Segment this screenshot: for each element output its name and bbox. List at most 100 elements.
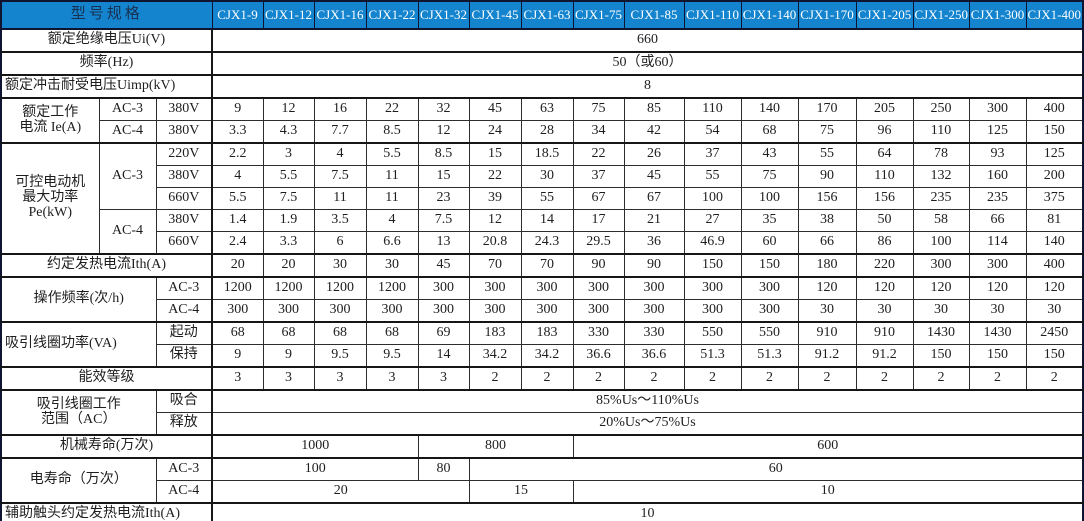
sub-label-cell: 660V [155,187,213,210]
value-cell: 15 [417,165,470,188]
value-cell: 36.6 [623,344,685,368]
value-cell: 2 [468,366,522,391]
value-cell: 300 [417,276,470,300]
spec-row-motor-max-power-ac4-380v: AC-4 380V 1.4 1.9 3.5 4 7.5 12 14 17 21 27 35 38 50 58 6… [1,209,1084,255]
value-cell: 30 [1025,299,1084,323]
value-cell: 300 [468,299,522,323]
value-cell: 2 [683,366,742,391]
row-label-cell: 可控电动机 最大功率 Pe(kW) [0,142,100,255]
value-cell: 55 [683,165,742,188]
sub-label-cell: AC-3 [155,457,213,481]
sub-label-cell: AC-3 [155,276,213,300]
value-cell: 5.5 [262,165,315,188]
sub-label-cell: 380V [155,209,213,232]
row-label-cell: 额定绝缘电压Ui(V) [0,28,213,53]
value-cell: 2 [740,366,799,391]
value-cell: 1200 [211,276,264,300]
value-cell: 2 [1025,366,1084,391]
value-cell: 16 [313,97,367,121]
value-cell: 3.3 [262,231,315,255]
sub-label-cell: AC-4 [155,299,213,323]
spec-table-header: 型号规格 CJX1-9 CJX1-12 CJX1-16 CJX1-22 CJX1-32 CJ… [0,0,1084,30]
row-label-cell: 操作频率(次/h) [0,276,157,323]
spec-row-operating-frequency-ac4: AC-4 300 300 300 300 300 300 300 300 300 300 300 30 3… [1,299,1084,323]
value-cell: 7.5 [313,165,367,188]
value-cell: 300 [520,299,574,323]
value-cell: 2450 [1025,321,1084,345]
value-cell: 30 [855,299,914,323]
value-cell: 50 [855,209,914,232]
value-cell: 2 [797,366,857,391]
value-cell: 68 [740,120,799,144]
model-header-cell: CJX1-400 [1025,0,1084,30]
sub-label-cell: 660V [155,231,213,255]
value-cell: 11 [365,165,419,188]
value-cell: 91.2 [797,344,857,368]
value-cell: 330 [572,321,625,345]
value-cell: 90 [797,165,857,188]
value-cell: 7.5 [262,187,315,210]
value-cell: 6 [313,231,367,255]
value-cell: 400 [1025,97,1084,121]
value-cell: 300 [468,276,522,300]
model-header-cell: CJX1-140 [740,0,799,30]
sub-label-cell: AC-4 [98,209,157,255]
value-cell: 35 [740,209,799,232]
model-header-cell: CJX1-300 [968,0,1027,30]
model-header-cell: CJX1-205 [855,0,914,30]
value-cell: 200 [1025,165,1084,188]
value-cell: 183 [520,321,574,345]
value-cell: 20 [211,480,470,504]
value-cell: 170 [797,97,857,121]
row-label-cell: 能效等级 [0,366,213,391]
model-header-cell: CJX1-16 [313,0,367,30]
value-cell: 30 [520,165,574,188]
value-cell: 18.5 [520,142,574,166]
model-header-cell: CJX1-22 [365,0,419,30]
model-header-cell: CJX1-45 [468,0,522,30]
sub-label-cell: 380V [155,165,213,188]
value-cell: 23 [417,187,470,210]
value-cell: 20 [262,253,315,278]
value-cell: 27 [683,209,742,232]
sub-label-cell: 吸合 [155,389,213,413]
value-cell: 51.3 [683,344,742,368]
value-cell: 43 [740,142,799,166]
value-cell: 11 [313,187,367,210]
model-header-cell: CJX1-9 [211,0,264,30]
value-cell: 75 [572,97,625,121]
spec-row-conventional-thermal-current: 约定发热电流Ith(A) 20 20 30 30 45 70 70 90 90 150 150 180 2… [0,253,1084,278]
value-cell: 3 [211,366,264,391]
value-cell: 910 [855,321,914,345]
value-cell: 54 [683,120,742,144]
value-cell: 68 [365,321,419,345]
value-cell: 34.2 [468,344,522,368]
value-cell: 1.9 [262,209,315,232]
spec-row-rated-working-current-ac4: AC-4 380V 3.3 4.3 7.7 8.5 12 24 28 34 42 54 68 75 96 11… [1,120,1084,144]
spec-row-coil-power-holding: 保持 9 9 9.5 9.5 14 34.2 34.2 36.6 36.6 51.3 51.3 91.2… [1,344,1084,368]
value-cell: 11 [365,187,419,210]
value-cell: 70 [520,253,574,278]
value-cell: 68 [262,321,315,345]
value-cell: 156 [855,187,914,210]
value-cell: 3 [313,366,367,391]
sub-label-cell: 保持 [155,344,213,368]
value-cell: 37 [572,165,625,188]
sub-label-cell: 起动 [155,321,213,345]
value-cell: 100 [683,187,742,210]
value-cell: 10 [211,502,1084,521]
value-cell: 26 [623,142,685,166]
value-cell: 22 [572,142,625,166]
spec-row-rated-insulation-voltage: 额定绝缘电压Ui(V) 660 [0,28,1084,53]
value-cell: 235 [912,187,970,210]
model-header-cell: CJX1-250 [912,0,970,30]
value-cell: 205 [855,97,914,121]
value-cell: 220 [855,253,914,278]
value-cell: 2 [912,366,970,391]
value-cell: 29.5 [572,231,625,255]
value-cell: 235 [968,187,1027,210]
value-cell: 600 [572,434,1084,459]
value-cell: 150 [740,253,799,278]
value-cell: 30 [912,299,970,323]
